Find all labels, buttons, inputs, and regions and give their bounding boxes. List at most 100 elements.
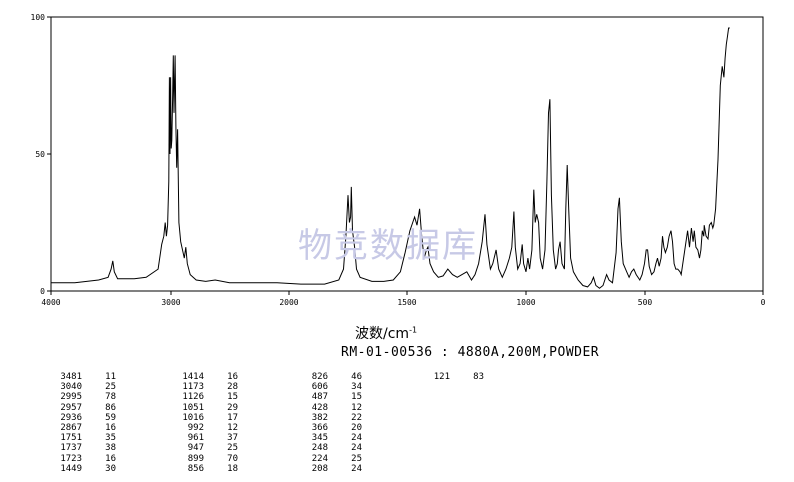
peak-wavenumber: 3481 — [60, 372, 82, 382]
peak-intensity: 70 — [227, 453, 238, 464]
peak-row: 248 24 — [296, 443, 362, 453]
peak-intensity: 25 — [105, 382, 116, 393]
y-axis-ticks: 100 50 0 — [31, 13, 51, 296]
peak-wavenumber: 2936 — [60, 412, 82, 423]
peak-row: 3040 25 — [50, 382, 116, 392]
y-tick-label: 0 — [40, 287, 45, 296]
peak-row: 1737 38 — [50, 443, 116, 453]
peak-intensity: 37 — [227, 433, 238, 444]
peak-row: 224 25 — [296, 454, 362, 464]
peak-intensity: 78 — [105, 392, 116, 403]
peak-row: 1449 30 — [50, 464, 116, 474]
peak-row: 208 24 — [296, 464, 362, 474]
peak-row: 826 46 — [296, 372, 362, 382]
peak-table-column-3: 826 46 606 34 487 15 428 12 382 22 366 20 345 24 248 24… — [296, 372, 362, 474]
peak-row: 3481 11 — [50, 372, 116, 382]
peak-wavenumber: 208 — [311, 463, 328, 474]
peak-intensity: 86 — [105, 402, 116, 413]
peak-intensity: 83 — [473, 372, 484, 382]
peak-intensity: 34 — [351, 382, 362, 393]
peak-intensity: 25 — [351, 453, 362, 464]
peak-intensity: 38 — [105, 443, 116, 454]
peak-wavenumber: 947 — [187, 443, 204, 454]
x-axis-label: 波数/cm-1 — [355, 323, 417, 343]
peak-intensity: 12 — [227, 422, 238, 433]
peak-wavenumber: 121 — [433, 372, 450, 382]
peak-intensity: 24 — [351, 443, 362, 454]
peak-row: 1126 15 — [172, 392, 238, 402]
peak-wavenumber: 1016 — [182, 412, 204, 423]
peak-wavenumber: 606 — [311, 382, 328, 393]
peak-row: 947 25 — [172, 443, 238, 453]
y-tick-label: 100 — [31, 13, 46, 22]
peak-row: 856 18 — [172, 464, 238, 474]
peak-intensity: 15 — [227, 392, 238, 403]
peak-wavenumber: 856 — [187, 463, 204, 474]
peak-wavenumber: 1449 — [60, 463, 82, 474]
x-tick-label: 4000 — [41, 298, 60, 307]
x-axis-ticks: 4000 3000 2000 1500 1000 500 0 — [41, 291, 766, 307]
peak-row: 606 34 — [296, 382, 362, 392]
peak-intensity: 17 — [227, 412, 238, 423]
peak-row: 1173 28 — [172, 382, 238, 392]
peak-intensity: 59 — [105, 412, 116, 423]
watermark-text: 物竞数据库 — [298, 226, 478, 266]
peak-intensity: 20 — [351, 422, 362, 433]
peak-row: 1751 35 — [50, 433, 116, 443]
peak-wavenumber: 248 — [311, 443, 328, 454]
peak-row: 2995 78 — [50, 392, 116, 402]
peak-row: 899 70 — [172, 454, 238, 464]
peak-intensity: 16 — [105, 453, 116, 464]
peak-row: 1723 16 — [50, 454, 116, 464]
peak-row: 1051 29 — [172, 403, 238, 413]
peak-row: 2936 59 — [50, 413, 116, 423]
x-axis-label-main: 波数/cm — [355, 326, 410, 342]
peak-wavenumber: 2957 — [60, 402, 82, 413]
x-tick-label: 1500 — [397, 298, 416, 307]
peak-intensity: 28 — [227, 382, 238, 393]
peak-row: 487 15 — [296, 392, 362, 402]
peak-wavenumber: 992 — [187, 422, 204, 433]
peak-wavenumber: 3040 — [60, 382, 82, 393]
peak-intensity: 16 — [105, 422, 116, 433]
peak-intensity: 22 — [351, 412, 362, 423]
x-axis-label-unit-exponent: -1 — [409, 325, 418, 335]
sample-info: RM-01-00536 : 4880A,200M,POWDER — [341, 345, 600, 360]
peak-wavenumber: 899 — [187, 453, 204, 464]
peak-wavenumber: 1414 — [182, 372, 204, 382]
x-tick-label: 2000 — [279, 298, 298, 307]
peak-wavenumber: 1737 — [60, 443, 82, 454]
peak-row: 345 24 — [296, 433, 362, 443]
peak-wavenumber: 1751 — [60, 433, 82, 444]
peak-wavenumber: 428 — [311, 402, 328, 413]
peak-wavenumber: 382 — [311, 412, 328, 423]
peak-wavenumber: 1173 — [182, 382, 204, 393]
peak-table-column-2: 1414 16 1173 28 1126 15 1051 29 1016 17 992 12 961 37… — [172, 372, 238, 474]
peak-intensity: 24 — [351, 463, 362, 474]
peak-row: 428 12 — [296, 403, 362, 413]
peak-row: 2957 86 — [50, 403, 116, 413]
peak-wavenumber: 1723 — [60, 453, 82, 464]
peak-row: 366 20 — [296, 423, 362, 433]
x-tick-label: 500 — [638, 298, 653, 307]
peak-row: 1414 16 — [172, 372, 238, 382]
peak-table-column-1: 3481 11 3040 25 2995 78 2957 86 2936 59 2867 16 1751… — [50, 372, 116, 474]
peak-wavenumber: 224 — [311, 453, 328, 464]
peak-row: 2867 16 — [50, 423, 116, 433]
peak-intensity: 16 — [227, 372, 238, 382]
peak-wavenumber: 826 — [311, 372, 328, 382]
peak-wavenumber: 487 — [311, 392, 328, 403]
peak-row: 121 83 — [418, 372, 484, 382]
peak-intensity: 46 — [351, 372, 362, 382]
peak-row: 1016 17 — [172, 413, 238, 423]
x-tick-label: 1000 — [516, 298, 535, 307]
spectrum-line — [51, 27, 730, 289]
peak-wavenumber: 2867 — [60, 422, 82, 433]
peak-row: 382 22 — [296, 413, 362, 423]
peak-row: 992 12 — [172, 423, 238, 433]
peak-wavenumber: 2995 — [60, 392, 82, 403]
peak-intensity: 30 — [105, 463, 116, 474]
peak-intensity: 25 — [227, 443, 238, 454]
peak-intensity: 24 — [351, 433, 362, 444]
